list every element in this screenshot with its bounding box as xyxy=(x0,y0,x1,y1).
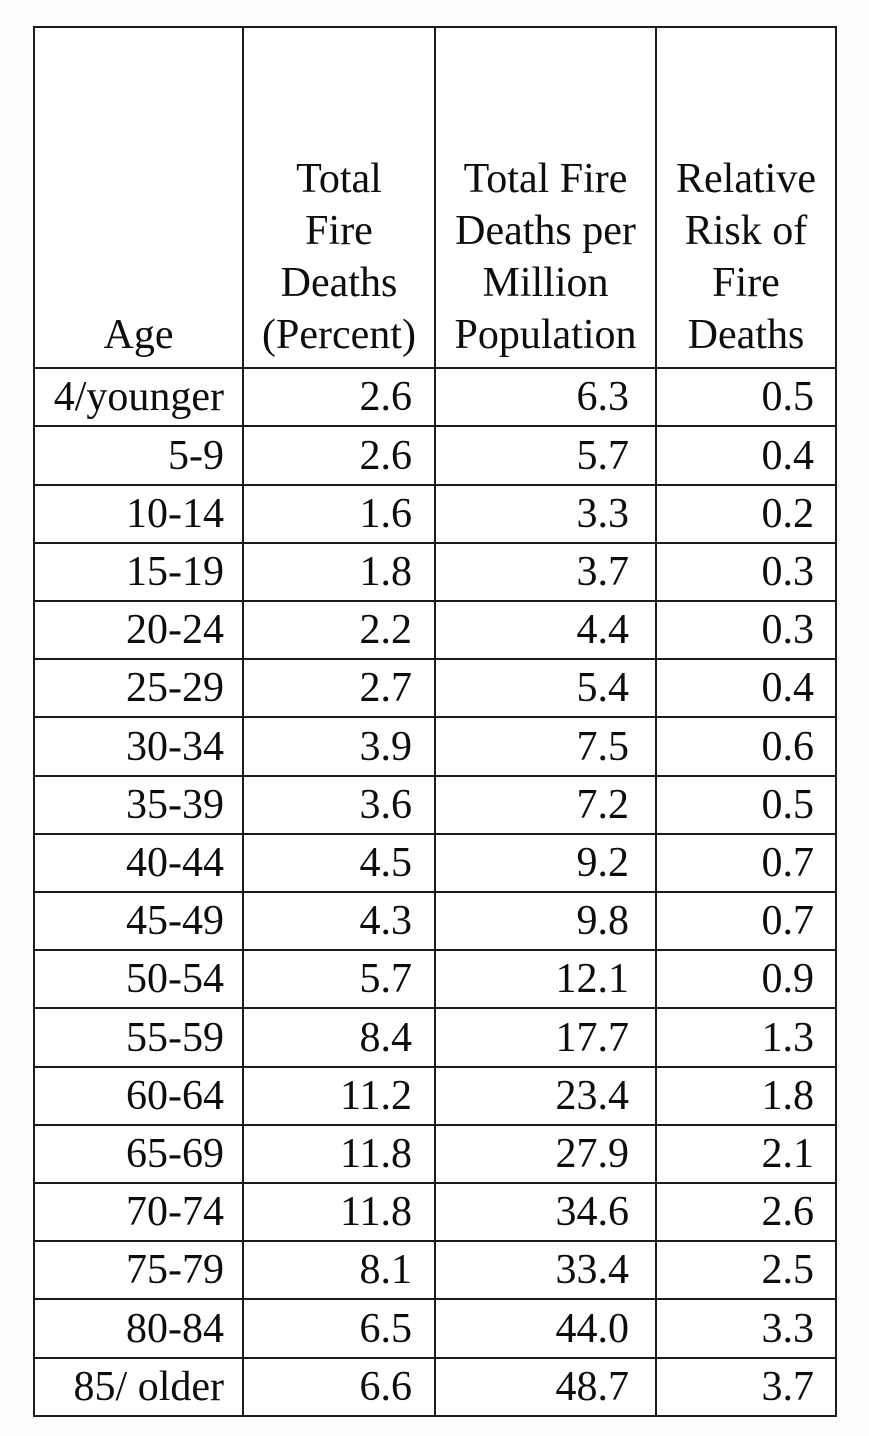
table-row: 4/younger 2.6 6.3 0.5 xyxy=(33,367,837,428)
per-million-cell: 17.7 xyxy=(434,1007,657,1068)
table-row: 75-79 8.1 33.4 2.5 xyxy=(33,1240,837,1301)
column-header-total-fire-deaths-percent: Total Fire Deaths (Percent) xyxy=(242,25,436,370)
percent-cell: 8.1 xyxy=(242,1240,436,1301)
relative-risk-cell: 0.4 xyxy=(655,658,837,719)
age-cell: 85/ older xyxy=(33,1356,244,1418)
per-million-cell: 12.1 xyxy=(434,949,657,1010)
age-cell: 50-54 xyxy=(33,949,244,1010)
column-header-deaths-per-million: Total Fire Deaths per Million Population xyxy=(434,25,657,370)
per-million-cell: 3.3 xyxy=(434,483,657,544)
per-million-cell: 33.4 xyxy=(434,1240,657,1301)
per-million-cell: 34.6 xyxy=(434,1182,657,1243)
table-row: 10-14 1.6 3.3 0.2 xyxy=(33,483,837,544)
percent-cell: 11.8 xyxy=(242,1182,436,1243)
table-row: 50-54 5.7 12.1 0.9 xyxy=(33,949,837,1010)
per-million-cell: 3.7 xyxy=(434,541,657,603)
table-row: 25-29 2.7 5.4 0.4 xyxy=(33,658,837,719)
percent-cell: 5.7 xyxy=(242,949,436,1010)
table-row: 5-9 2.6 5.7 0.4 xyxy=(33,425,837,486)
table-row: 20-24 2.2 4.4 0.3 xyxy=(33,600,837,661)
relative-risk-cell: 0.2 xyxy=(655,483,837,544)
age-cell: 80-84 xyxy=(33,1298,244,1359)
table-row: 60-64 11.2 23.4 1.8 xyxy=(33,1065,837,1126)
percent-cell: 2.2 xyxy=(242,600,436,661)
age-cell: 65-69 xyxy=(33,1123,244,1185)
per-million-cell: 27.9 xyxy=(434,1123,657,1185)
age-cell: 25-29 xyxy=(33,658,244,719)
table-header-row: Age Total Fire Deaths (Percent) Total Fi… xyxy=(33,25,837,370)
table-row: 85/ older 6.6 48.7 3.7 xyxy=(33,1356,837,1418)
relative-risk-cell: 0.7 xyxy=(655,891,837,952)
relative-risk-cell: 2.5 xyxy=(655,1240,837,1301)
percent-cell: 8.4 xyxy=(242,1007,436,1068)
percent-cell: 11.8 xyxy=(242,1123,436,1185)
relative-risk-cell: 1.3 xyxy=(655,1007,837,1068)
age-cell: 75-79 xyxy=(33,1240,244,1301)
percent-cell: 4.5 xyxy=(242,832,436,894)
age-cell: 4/younger xyxy=(33,367,244,428)
age-cell: 45-49 xyxy=(33,891,244,952)
age-cell: 30-34 xyxy=(33,716,244,777)
percent-cell: 6.5 xyxy=(242,1298,436,1359)
table-row: 40-44 4.5 9.2 0.7 xyxy=(33,832,837,894)
per-million-cell: 44.0 xyxy=(434,1298,657,1359)
per-million-cell: 9.8 xyxy=(434,891,657,952)
per-million-cell: 5.4 xyxy=(434,658,657,719)
table-row: 80-84 6.5 44.0 3.3 xyxy=(33,1298,837,1359)
age-cell: 70-74 xyxy=(33,1182,244,1243)
age-cell: 10-14 xyxy=(33,483,244,544)
age-cell: 40-44 xyxy=(33,832,244,894)
percent-cell: 1.6 xyxy=(242,483,436,544)
percent-cell: 11.2 xyxy=(242,1065,436,1126)
per-million-cell: 7.5 xyxy=(434,716,657,777)
relative-risk-cell: 2.6 xyxy=(655,1182,837,1243)
per-million-cell: 6.3 xyxy=(434,367,657,428)
relative-risk-cell: 1.8 xyxy=(655,1065,837,1126)
relative-risk-cell: 3.3 xyxy=(655,1298,837,1359)
relative-risk-cell: 3.7 xyxy=(655,1356,837,1418)
relative-risk-cell: 2.1 xyxy=(655,1123,837,1185)
age-cell: 35-39 xyxy=(33,774,244,835)
table-row: 70-74 11.8 34.6 2.6 xyxy=(33,1182,837,1243)
table-row: 15-19 1.8 3.7 0.3 xyxy=(33,541,837,603)
percent-cell: 2.6 xyxy=(242,425,436,486)
relative-risk-cell: 0.3 xyxy=(655,600,837,661)
per-million-cell: 7.2 xyxy=(434,774,657,835)
per-million-cell: 4.4 xyxy=(434,600,657,661)
relative-risk-cell: 0.5 xyxy=(655,367,837,428)
table-row: 30-34 3.9 7.5 0.6 xyxy=(33,716,837,777)
column-header-age: Age xyxy=(33,25,244,370)
per-million-cell: 5.7 xyxy=(434,425,657,486)
table-row: 65-69 11.8 27.9 2.1 xyxy=(33,1123,837,1185)
age-cell: 5-9 xyxy=(33,425,244,486)
table-row: 55-59 8.4 17.7 1.3 xyxy=(33,1007,837,1068)
relative-risk-cell: 0.5 xyxy=(655,774,837,835)
age-cell: 15-19 xyxy=(33,541,244,603)
percent-cell: 1.8 xyxy=(242,541,436,603)
percent-cell: 4.3 xyxy=(242,891,436,952)
age-cell: 20-24 xyxy=(33,600,244,661)
percent-cell: 2.7 xyxy=(242,658,436,719)
percent-cell: 3.9 xyxy=(242,716,436,777)
age-cell: 60-64 xyxy=(33,1065,244,1126)
per-million-cell: 9.2 xyxy=(434,832,657,894)
age-cell: 55-59 xyxy=(33,1007,244,1068)
per-million-cell: 23.4 xyxy=(434,1065,657,1126)
relative-risk-cell: 0.7 xyxy=(655,832,837,894)
percent-cell: 3.6 xyxy=(242,774,436,835)
relative-risk-cell: 0.9 xyxy=(655,949,837,1010)
relative-risk-cell: 0.6 xyxy=(655,716,837,777)
table-row: 45-49 4.3 9.8 0.7 xyxy=(33,891,837,952)
fire-deaths-by-age-table: Age Total Fire Deaths (Percent) Total Fi… xyxy=(33,25,837,1418)
column-header-relative-risk: Relative Risk of Fire Deaths xyxy=(655,25,837,370)
percent-cell: 6.6 xyxy=(242,1356,436,1418)
relative-risk-cell: 0.3 xyxy=(655,541,837,603)
per-million-cell: 48.7 xyxy=(434,1356,657,1418)
percent-cell: 2.6 xyxy=(242,367,436,428)
relative-risk-cell: 0.4 xyxy=(655,425,837,486)
table-row: 35-39 3.6 7.2 0.5 xyxy=(33,774,837,835)
